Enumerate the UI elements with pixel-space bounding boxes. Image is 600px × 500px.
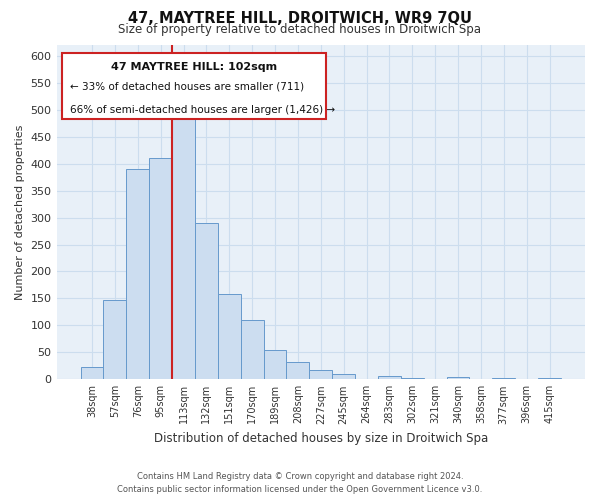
Bar: [401, 378, 424, 380]
FancyBboxPatch shape: [62, 54, 326, 118]
Text: Size of property relative to detached houses in Droitwich Spa: Size of property relative to detached ho…: [119, 22, 482, 36]
Text: 66% of semi-detached houses are larger (1,426) →: 66% of semi-detached houses are larger (…: [70, 105, 335, 115]
Bar: [218, 294, 241, 380]
Bar: [80, 368, 103, 380]
Text: Contains HM Land Registry data © Crown copyright and database right 2024.
Contai: Contains HM Land Registry data © Crown c…: [118, 472, 482, 494]
Bar: [378, 376, 401, 380]
X-axis label: Distribution of detached houses by size in Droitwich Spa: Distribution of detached houses by size …: [154, 432, 488, 445]
Bar: [538, 378, 561, 380]
Text: 47 MAYTREE HILL: 102sqm: 47 MAYTREE HILL: 102sqm: [111, 62, 277, 72]
Bar: [286, 362, 310, 380]
Bar: [241, 320, 263, 380]
Bar: [172, 110, 195, 380]
Text: 47, MAYTREE HILL, DROITWICH, WR9 7QU: 47, MAYTREE HILL, DROITWICH, WR9 7QU: [128, 11, 472, 26]
Bar: [149, 158, 172, 380]
Y-axis label: Number of detached properties: Number of detached properties: [15, 124, 25, 300]
Bar: [195, 223, 218, 380]
Bar: [127, 169, 149, 380]
Text: ← 33% of detached houses are smaller (711): ← 33% of detached houses are smaller (71…: [70, 82, 304, 92]
Bar: [332, 374, 355, 380]
Bar: [310, 370, 332, 380]
Bar: [103, 300, 127, 380]
Bar: [493, 378, 515, 380]
Bar: [263, 350, 286, 380]
Bar: [446, 376, 469, 380]
